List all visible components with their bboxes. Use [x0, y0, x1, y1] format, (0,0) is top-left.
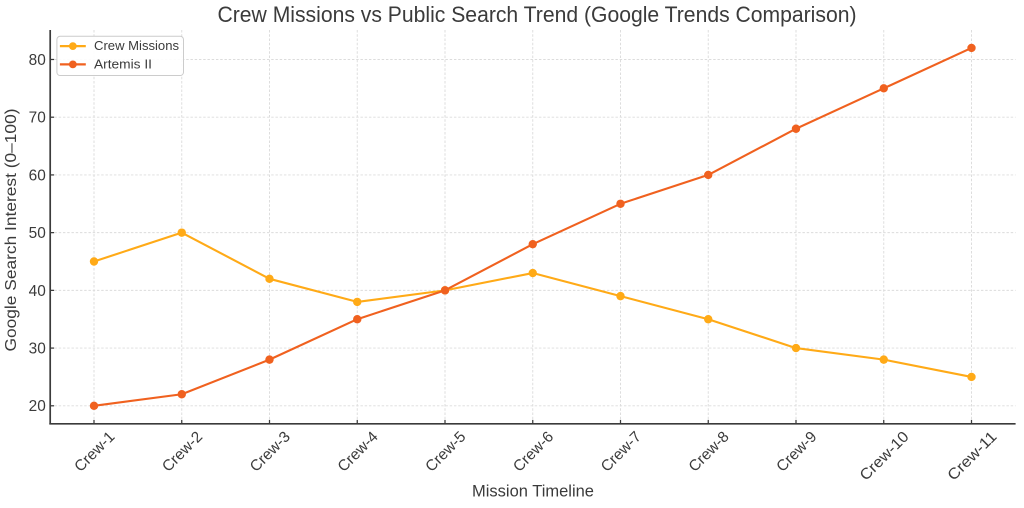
svg-text:40: 40 — [29, 283, 46, 300]
svg-text:Google Search Interest (0–100): Google Search Interest (0–100) — [3, 109, 20, 352]
svg-text:Crew Missions: Crew Missions — [94, 38, 179, 53]
svg-text:Crew Missions vs Public Search: Crew Missions vs Public Search Trend (Go… — [218, 2, 857, 27]
svg-text:60: 60 — [29, 167, 46, 184]
svg-text:Mission Timeline: Mission Timeline — [472, 483, 594, 501]
svg-text:20: 20 — [29, 398, 46, 415]
svg-text:30: 30 — [29, 340, 46, 357]
svg-text:Artemis II: Artemis II — [94, 56, 152, 71]
svg-text:50: 50 — [29, 225, 46, 242]
svg-text:80: 80 — [29, 52, 46, 69]
svg-text:70: 70 — [29, 110, 46, 127]
